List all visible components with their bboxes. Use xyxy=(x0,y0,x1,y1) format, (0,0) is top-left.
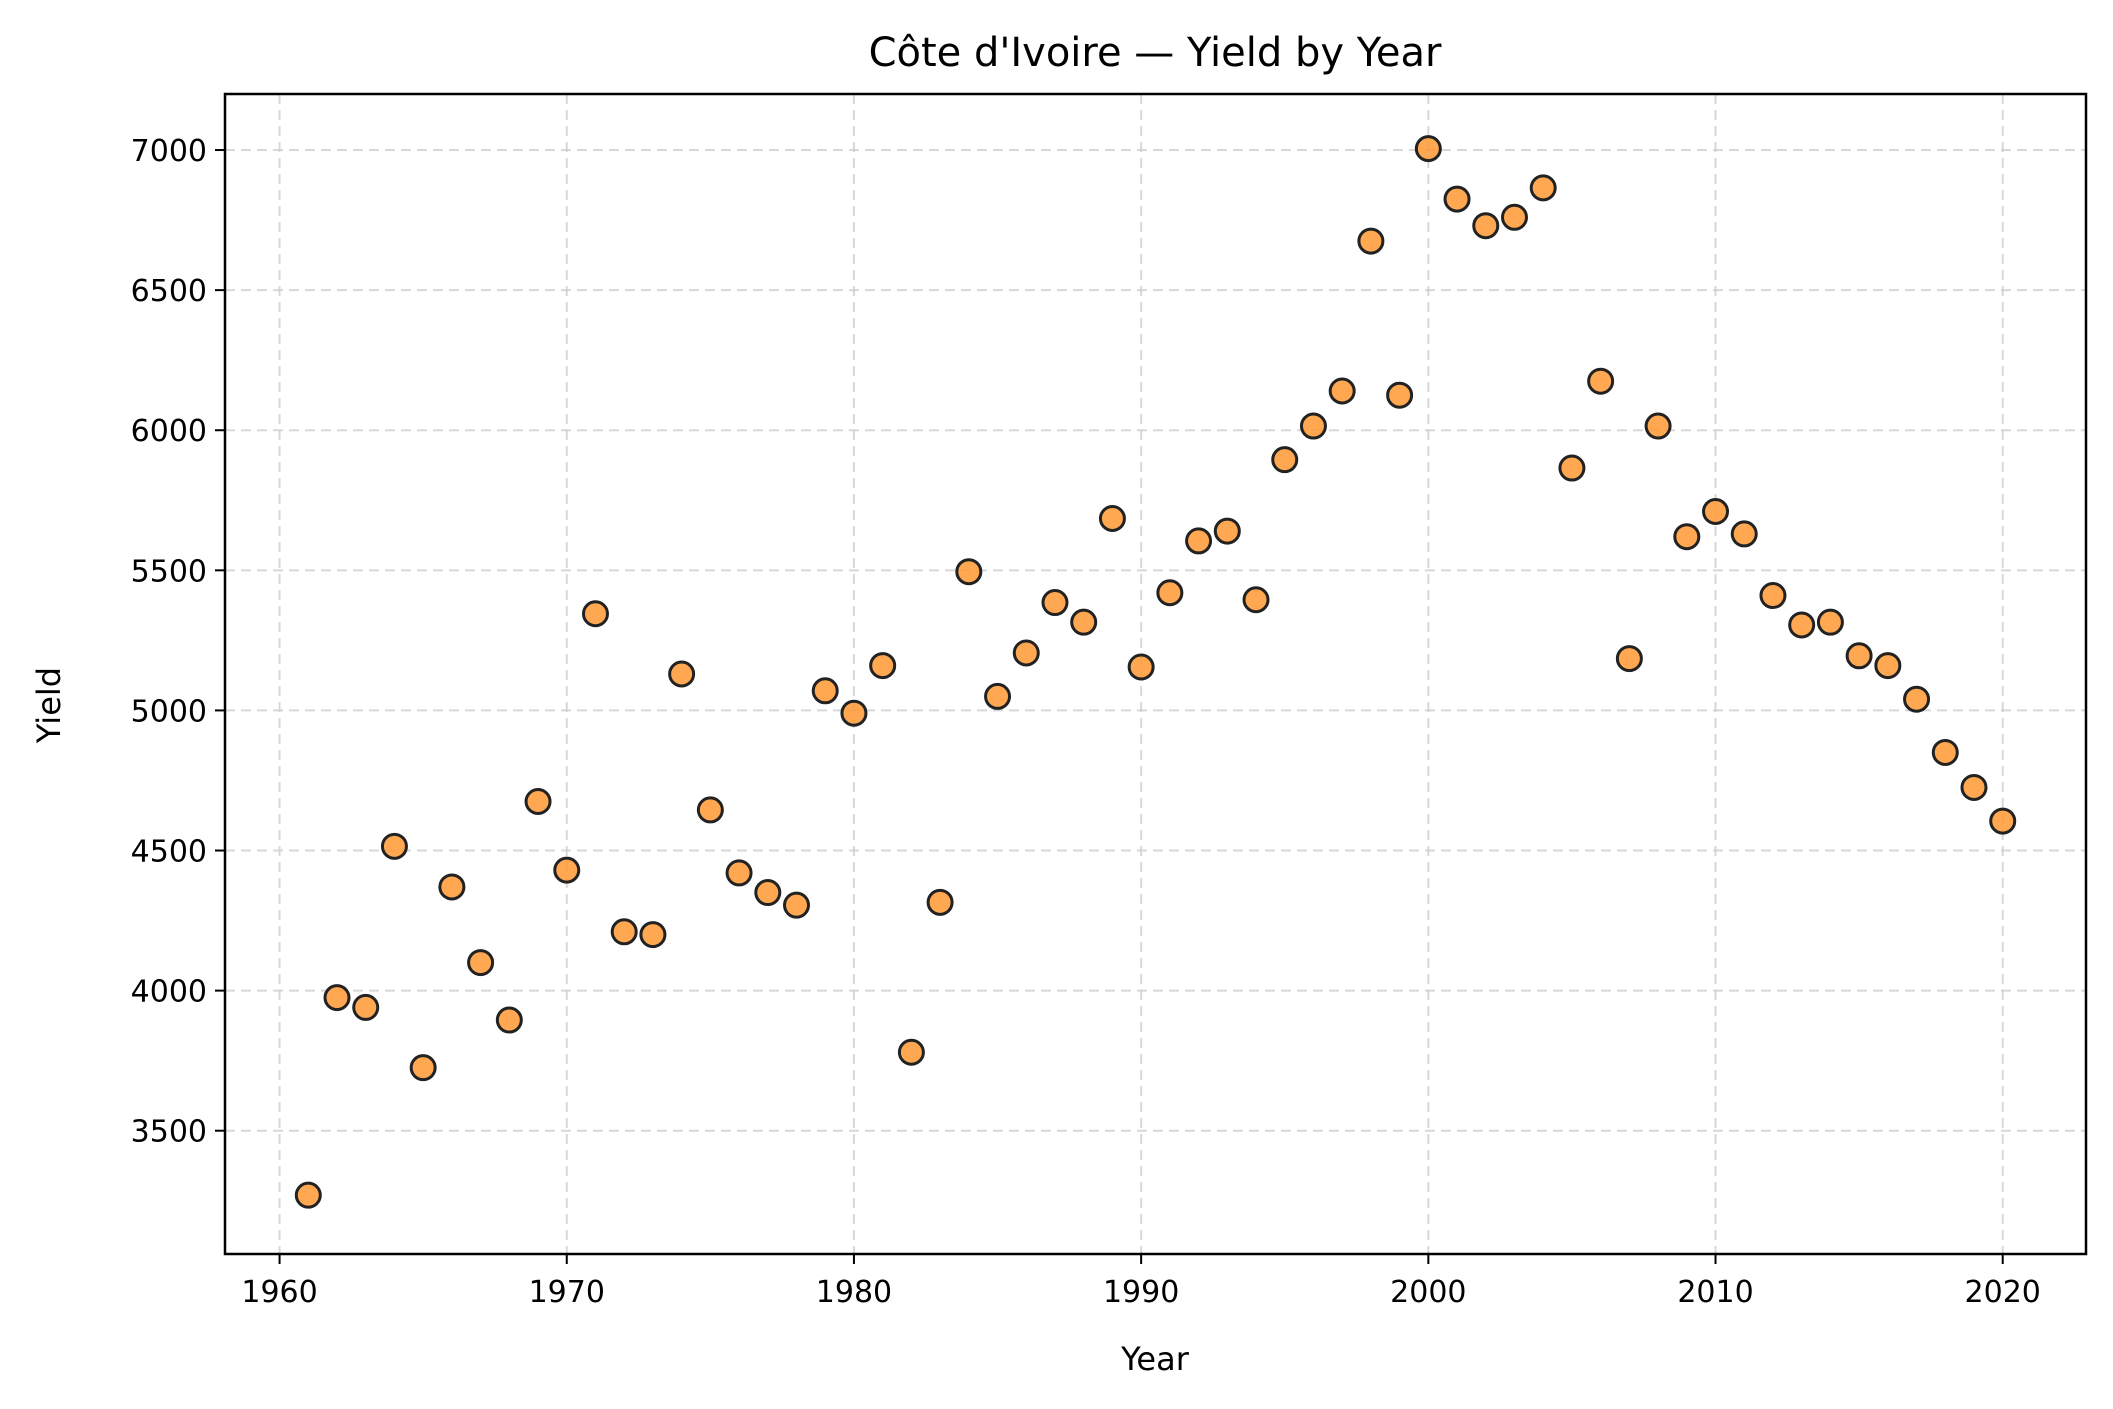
y-tick-label: 6500 xyxy=(131,274,207,309)
data-point xyxy=(955,558,983,586)
y-axis-ticks: 3500 4000 4500 5000 5500 6000 6500 7000 xyxy=(131,134,225,1150)
data-point xyxy=(438,873,466,901)
x-tick-label: 1960 xyxy=(241,1275,317,1310)
data-point xyxy=(926,888,954,916)
grid-lines xyxy=(225,94,2086,1254)
data-point xyxy=(1529,174,1557,202)
y-tick-label: 6000 xyxy=(131,414,207,449)
data-point xyxy=(1759,582,1787,610)
x-tick-label: 2020 xyxy=(1965,1275,2041,1310)
data-point xyxy=(783,891,811,919)
y-tick-label: 4500 xyxy=(131,835,207,870)
data-point xyxy=(581,600,609,628)
data-point xyxy=(380,832,408,860)
x-tick-label: 2000 xyxy=(1390,1275,1466,1310)
data-point xyxy=(1386,381,1414,409)
y-axis-label: Yield xyxy=(30,667,68,744)
data-point xyxy=(1874,652,1902,680)
data-point xyxy=(1702,497,1730,525)
data-point xyxy=(1989,807,2017,835)
data-point xyxy=(754,879,782,907)
data-point xyxy=(696,796,724,824)
data-point xyxy=(1012,639,1040,667)
data-point xyxy=(1730,520,1758,548)
data-point xyxy=(1673,523,1701,551)
data-point xyxy=(1788,611,1816,639)
data-point xyxy=(1816,608,1844,636)
data-point xyxy=(409,1054,437,1082)
x-tick-label: 1990 xyxy=(1103,1275,1179,1310)
data-point xyxy=(352,993,380,1021)
data-point xyxy=(1299,412,1327,440)
data-point xyxy=(897,1038,925,1066)
data-point xyxy=(1242,586,1270,614)
data-point xyxy=(668,660,696,688)
data-point xyxy=(1185,527,1213,555)
x-tick-label: 1980 xyxy=(816,1275,892,1310)
data-point xyxy=(323,984,351,1012)
data-point xyxy=(639,921,667,949)
y-tick-label: 3500 xyxy=(131,1115,207,1150)
data-point xyxy=(610,918,638,946)
data-point xyxy=(840,699,868,727)
data-point xyxy=(984,682,1012,710)
data-point xyxy=(467,949,495,977)
data-point xyxy=(869,652,897,680)
data-point xyxy=(1644,412,1672,440)
data-point xyxy=(811,677,839,705)
data-point xyxy=(1156,579,1184,607)
data-point xyxy=(1903,685,1931,713)
data-point xyxy=(1070,608,1098,636)
data-point xyxy=(1443,185,1471,213)
data-point xyxy=(1500,203,1528,231)
y-tick-label: 5500 xyxy=(131,554,207,589)
data-point xyxy=(1587,367,1615,395)
x-tick-label: 2010 xyxy=(1677,1275,1753,1310)
data-point xyxy=(1615,645,1643,673)
data-point xyxy=(495,1006,523,1034)
data-point xyxy=(1472,212,1500,240)
x-axis-ticks: 1960 1970 1980 1990 2000 2010 2020 xyxy=(241,1254,2041,1310)
data-point xyxy=(294,1181,322,1209)
data-point xyxy=(1414,135,1442,163)
data-point xyxy=(1041,589,1069,617)
data-point xyxy=(553,856,581,884)
data-point xyxy=(725,859,753,887)
plot-frame xyxy=(223,92,2088,1256)
y-tick-label: 7000 xyxy=(131,134,207,169)
x-tick-label: 1970 xyxy=(529,1275,605,1310)
chart-title: Côte d'Ivoire — Yield by Year xyxy=(869,30,1442,76)
data-point xyxy=(1213,517,1241,545)
data-point xyxy=(524,787,552,815)
data-point xyxy=(1098,504,1126,532)
x-axis-label: Year xyxy=(1120,1340,1190,1378)
data-point xyxy=(1328,377,1356,405)
data-point xyxy=(1127,653,1155,681)
data-point xyxy=(1845,642,1873,670)
data-point xyxy=(1558,454,1586,482)
data-point xyxy=(1357,227,1385,255)
data-point xyxy=(1271,446,1299,474)
data-point xyxy=(1960,773,1988,801)
y-tick-label: 4000 xyxy=(131,975,207,1010)
data-point xyxy=(1931,738,1959,766)
y-tick-label: 5000 xyxy=(131,694,207,729)
data-points xyxy=(294,135,2017,1209)
